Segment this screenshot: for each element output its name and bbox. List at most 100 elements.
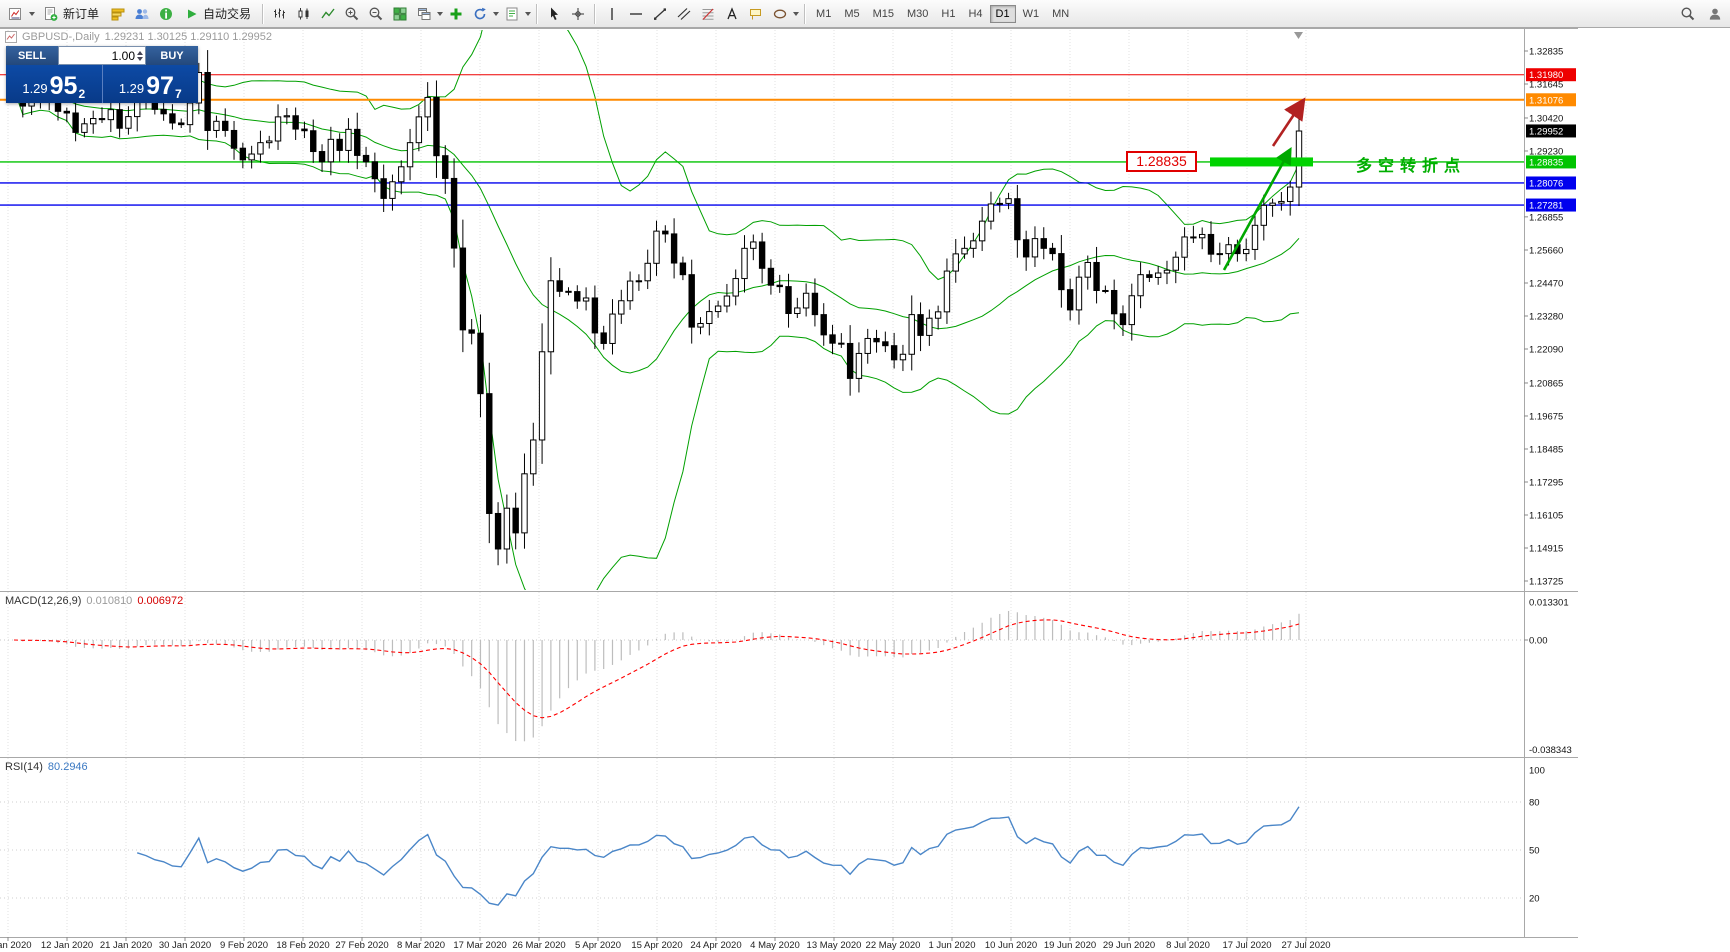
bar-chart-type-icon[interactable]	[268, 3, 291, 25]
horizontal-level-lines[interactable]	[0, 74, 1524, 206]
buy-price-point: 7	[174, 87, 182, 101]
rsi-indicator-label: RSI(14) 80.2946	[5, 761, 88, 773]
svg-text:1.28835: 1.28835	[1529, 157, 1563, 168]
templates-icon[interactable]	[500, 3, 523, 25]
svg-text:1.20865: 1.20865	[1529, 378, 1563, 389]
candles-layer	[10, 50, 1303, 566]
svg-text:1.28076: 1.28076	[1529, 178, 1563, 189]
svg-text:1.27281: 1.27281	[1529, 201, 1563, 212]
turning-point-note[interactable]: 多空转折点	[1356, 158, 1467, 175]
timeframe-button-m5[interactable]: M5	[844, 7, 860, 20]
new-chart-dropdown-icon[interactable]	[29, 11, 35, 16]
tile-windows-icon[interactable]	[388, 3, 411, 25]
svg-text:1.16105: 1.16105	[1529, 510, 1563, 521]
candlestick-type-icon[interactable]	[292, 3, 315, 25]
autotrading-button[interactable]: 自动交易	[178, 3, 257, 25]
period-dropdown-icon[interactable]	[493, 11, 500, 16]
svg-text:15 Apr 2020: 15 Apr 2020	[631, 940, 682, 951]
timeframe-button-h4[interactable]: H4	[968, 7, 983, 20]
svg-text:8 Mar 2020: 8 Mar 2020	[397, 940, 445, 951]
svg-text:1.30420: 1.30420	[1529, 113, 1563, 124]
buy-price[interactable]: 1.29 97 7	[103, 65, 199, 103]
svg-text:1.26855: 1.26855	[1529, 212, 1563, 223]
support-zone-bar	[1210, 157, 1313, 167]
chart-window-title: GBPUSD-,Daily 1.29231 1.30125 1.29110 1.…	[5, 31, 272, 43]
volume-spinner[interactable]	[137, 50, 143, 62]
autotrading-play-icon	[184, 3, 200, 25]
time-axis[interactable]: 2 Jan 2020 12 Jan 2020 21 Jan 2020 30 Jan 2…	[0, 937, 1331, 951]
new-order-label: 新订单	[63, 7, 100, 21]
svg-text:1.14915: 1.14915	[1529, 543, 1563, 554]
cascade-windows-icon[interactable]	[412, 3, 435, 25]
new-chart-button[interactable]	[4, 3, 27, 25]
svg-text:1.29952: 1.29952	[1529, 126, 1563, 137]
text-tool-icon[interactable]	[720, 3, 743, 25]
macd-signal-value: 0.006972	[137, 595, 184, 607]
svg-text:29 Jun 2020: 29 Jun 2020	[1103, 940, 1155, 951]
line-chart-type-icon[interactable]	[316, 3, 339, 25]
period-cycle-icon[interactable]	[468, 3, 491, 25]
spinner-down-icon[interactable]	[137, 56, 143, 61]
volume-input[interactable]: 1.00	[58, 46, 146, 65]
chart-mini-icon	[5, 31, 17, 43]
chart-shift-marker	[1294, 32, 1303, 39]
buy-button[interactable]: BUY	[146, 46, 198, 65]
svg-text:1.31076: 1.31076	[1529, 95, 1563, 106]
info-icon[interactable]	[154, 3, 177, 25]
fibonacci-tool-icon[interactable]	[696, 3, 719, 25]
channel-tool-icon[interactable]	[672, 3, 695, 25]
resistance-price-label[interactable]: 1.28835	[1126, 151, 1197, 172]
vertical-line-tool-icon[interactable]	[600, 3, 623, 25]
zoom-in-icon[interactable]	[340, 3, 363, 25]
depth-of-market-icon[interactable]	[106, 3, 129, 25]
toolbar-separator	[804, 3, 806, 24]
trendline-tool-icon[interactable]	[648, 3, 671, 25]
toolbar-separator	[594, 3, 596, 24]
annotation-shapes[interactable]	[1210, 32, 1313, 271]
shapes-tool-icon[interactable]	[768, 3, 791, 25]
new-order-icon	[42, 3, 60, 25]
up-trend-arrow	[1222, 147, 1292, 271]
add-indicator-icon[interactable]	[444, 3, 467, 25]
cursor-icon[interactable]	[542, 3, 565, 25]
community-icon[interactable]	[130, 3, 153, 25]
toolbar-separator	[262, 3, 264, 24]
sell-price[interactable]: 1.29 95 2	[6, 65, 102, 103]
timeframe-button-m1[interactable]: M1	[816, 7, 832, 20]
timeframe-button-w1[interactable]: W1	[1022, 7, 1040, 20]
timeframe-button-m30[interactable]: M30	[907, 7, 929, 20]
label-tool-icon[interactable]	[744, 3, 767, 25]
sell-button[interactable]: SELL	[6, 46, 58, 65]
zoom-out-icon[interactable]	[364, 3, 387, 25]
timeframe-button-h1[interactable]: H1	[941, 7, 956, 20]
timeframe-button-d1[interactable]: D1	[989, 4, 1016, 23]
svg-text:1.18485: 1.18485	[1529, 444, 1563, 455]
profile-icon[interactable]	[1703, 3, 1726, 25]
svg-text:80: 80	[1529, 798, 1540, 809]
horizontal-line-tool-icon[interactable]	[624, 3, 647, 25]
shapes-dropdown-icon[interactable]	[793, 11, 800, 16]
svg-text:27 Feb 2020: 27 Feb 2020	[335, 940, 388, 951]
price-scale[interactable]: 1.32835 1.31645 1.30420 1.29230 1.26855 1.256…	[1524, 47, 1576, 905]
svg-text:100: 100	[1529, 766, 1545, 777]
timeframe-button-m15[interactable]: M15	[872, 7, 894, 20]
svg-text:1.25660: 1.25660	[1529, 245, 1563, 256]
price-divider	[101, 65, 103, 103]
projection-arrow	[1271, 97, 1306, 147]
main-toolbar: 新订单 自动交易	[0, 0, 1730, 28]
new-order-button[interactable]: 新订单	[36, 3, 105, 25]
search-icon[interactable]	[1676, 3, 1699, 25]
timeframe-button-mn[interactable]: MN	[1052, 7, 1070, 20]
toolbar-right-group	[1676, 3, 1726, 25]
spinner-up-icon[interactable]	[137, 50, 143, 55]
autotrading-label: 自动交易	[203, 7, 252, 21]
crosshair-icon[interactable]	[566, 3, 589, 25]
svg-text:18 Feb 2020: 18 Feb 2020	[276, 940, 329, 951]
sell-price-figure: 1.29	[22, 81, 48, 96]
windows-dropdown-icon[interactable]	[437, 11, 444, 16]
svg-text:8 Jul 2020: 8 Jul 2020	[1166, 940, 1210, 951]
one-click-trading-panel: SELL 1.00 BUY 1.29 95 2 1.29 97 7	[6, 46, 198, 103]
templates-dropdown-icon[interactable]	[525, 11, 532, 16]
buy-price-figure: 1.29	[118, 81, 145, 96]
